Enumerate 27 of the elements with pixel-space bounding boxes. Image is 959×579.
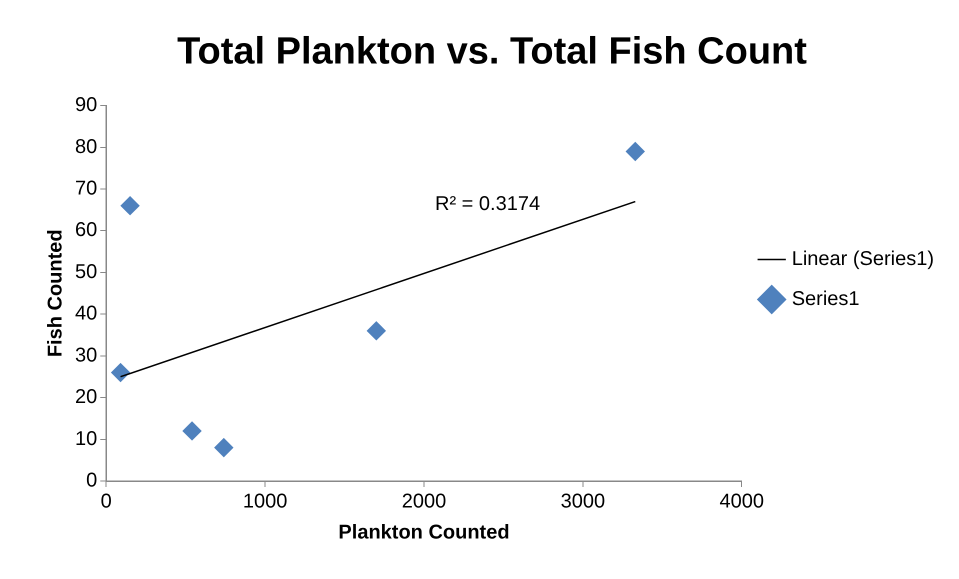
point: [214, 438, 234, 458]
y-tick-label: 60: [74, 219, 98, 242]
x-tick-label: 3000: [560, 490, 606, 513]
y-tick-label: 30: [74, 344, 98, 366]
y-tick-label: 20: [74, 386, 98, 408]
y-tick-label: 90: [74, 94, 98, 116]
chart-title: Total Plankton vs. Total Fish Count: [177, 30, 808, 72]
x-tick-label: 2000: [402, 490, 446, 513]
y-tick-label: 50: [74, 260, 98, 283]
legend-label: Series1: [792, 288, 860, 310]
x-tick-label: 0: [100, 490, 112, 513]
point: [111, 363, 130, 382]
point: [366, 321, 386, 340]
point: [626, 142, 645, 161]
x-tick-label: 1000: [242, 490, 288, 513]
y-tick-label: 10: [74, 428, 98, 450]
y-tick-label: 0: [86, 470, 98, 492]
legend-label: Linear (Series1): [792, 248, 934, 270]
annotation: R² = 0.3174: [434, 192, 540, 215]
y-tick-label: 40: [74, 302, 98, 325]
x-axis-title: Plankton Counted: [338, 522, 510, 544]
point: [182, 421, 202, 440]
y-tick-label: 80: [74, 136, 98, 158]
x-tick-label: 4000: [719, 490, 764, 513]
y-tick-label: 70: [74, 178, 98, 200]
y-axis-title: Fish Counted: [44, 229, 67, 358]
point: [120, 196, 140, 216]
